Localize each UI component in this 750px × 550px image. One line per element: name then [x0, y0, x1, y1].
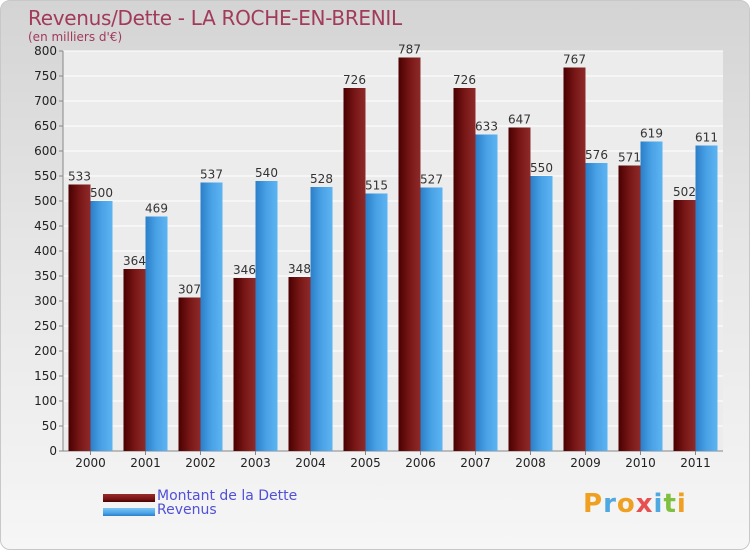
- x-tick-label: 2003: [240, 456, 271, 470]
- y-tick-label: 750: [34, 69, 57, 83]
- y-tick-label: 800: [34, 44, 57, 58]
- x-tick-label: 2004: [295, 456, 326, 470]
- data-label-dette-2008: 647: [508, 113, 531, 127]
- bar-revenus-2011: [695, 145, 718, 451]
- bar-revenus-2005: [365, 193, 388, 451]
- y-tick-label: 150: [34, 369, 57, 383]
- bar-dette-2003: [233, 278, 256, 451]
- bar-dette-2006: [398, 57, 421, 451]
- data-label-dette-2003: 346: [233, 263, 256, 277]
- data-label-revenus-2009: 576: [585, 148, 608, 162]
- y-tick-label: 350: [34, 269, 57, 283]
- data-label-dette-2004: 348: [288, 262, 311, 276]
- y-tick-label: 0: [49, 444, 57, 458]
- x-tick-label: 2005: [350, 456, 381, 470]
- x-tick-label: 2009: [570, 456, 601, 470]
- data-label-revenus-2011: 611: [695, 131, 718, 145]
- logo-letter: x: [635, 489, 654, 519]
- data-label-revenus-2008: 550: [530, 161, 553, 175]
- logo-letter: r: [603, 489, 617, 519]
- bar-dette-2011: [673, 200, 696, 451]
- data-label-revenus-2001: 469: [145, 202, 168, 216]
- bar-dette-2008: [508, 127, 531, 451]
- data-label-dette-2005: 726: [343, 73, 366, 87]
- legend-label-dette: Montant de la Dette: [157, 488, 298, 504]
- logo-letter: P: [583, 489, 604, 519]
- data-label-revenus-2006: 527: [420, 173, 443, 187]
- y-tick-label: 500: [34, 194, 57, 208]
- data-label-dette-2011: 502: [673, 185, 696, 199]
- legend-swatch-dette: [103, 494, 155, 502]
- data-label-dette-2000: 533: [68, 170, 91, 184]
- x-tick-label: 2006: [405, 456, 436, 470]
- data-label-dette-2007: 726: [453, 73, 476, 87]
- y-tick-label: 650: [34, 119, 57, 133]
- y-tick-label: 100: [34, 394, 57, 408]
- bar-revenus-2009: [585, 163, 608, 451]
- x-tick-label: 2000: [75, 456, 106, 470]
- data-label-dette-2001: 364: [123, 254, 146, 268]
- y-tick-label: 600: [34, 144, 57, 158]
- legend-label-revenus: Revenus: [157, 502, 217, 518]
- chart-title: Revenus/Dette - LA ROCHE-EN-BRENIL: [28, 6, 402, 30]
- y-tick-label: 200: [34, 344, 57, 358]
- y-tick-label: 250: [34, 319, 57, 333]
- bar-dette-2000: [68, 184, 91, 451]
- bar-dette-2002: [178, 297, 201, 451]
- data-label-dette-2002: 307: [178, 283, 201, 297]
- bar-dette-2005: [343, 88, 366, 451]
- data-label-revenus-2000: 500: [90, 186, 113, 200]
- y-tick-label: 450: [34, 219, 57, 233]
- x-tick-label: 2011: [680, 456, 711, 470]
- bar-dette-2009: [563, 67, 586, 451]
- y-tick-label: 300: [34, 294, 57, 308]
- x-tick-label: 2010: [625, 456, 656, 470]
- x-tick-label: 2007: [460, 456, 491, 470]
- data-label-revenus-2002: 537: [200, 168, 223, 182]
- logo-letter: o: [616, 489, 636, 519]
- data-label-revenus-2010: 619: [640, 127, 663, 141]
- data-label-dette-2009: 767: [563, 53, 586, 67]
- bar-revenus-2004: [310, 187, 333, 451]
- y-tick-label: 400: [34, 244, 57, 258]
- bar-dette-2007: [453, 88, 476, 451]
- logo-letter: t: [663, 489, 677, 519]
- bar-revenus-2008: [530, 176, 553, 451]
- bar-revenus-2006: [420, 187, 443, 451]
- bar-dette-2004: [288, 277, 311, 451]
- x-tick-label: 2008: [515, 456, 546, 470]
- x-tick-label: 2002: [185, 456, 216, 470]
- data-label-dette-2006: 787: [398, 43, 421, 57]
- bar-revenus-2002: [200, 182, 223, 451]
- bar-dette-2001: [123, 269, 146, 451]
- bar-revenus-2010: [640, 141, 663, 451]
- bar-revenus-2007: [475, 134, 498, 451]
- bar-revenus-2001: [145, 216, 168, 451]
- bar-dette-2010: [618, 165, 641, 451]
- data-label-revenus-2007: 633: [475, 120, 498, 134]
- data-label-revenus-2005: 515: [365, 179, 388, 193]
- x-tick-label: 2001: [130, 456, 161, 470]
- bar-revenus-2000: [90, 201, 113, 451]
- chart-subtitle: (en milliers d'€): [28, 30, 123, 44]
- y-tick-label: 550: [34, 169, 57, 183]
- proxiti-logo: Proxiti: [583, 489, 687, 519]
- logo-letter: i: [676, 489, 687, 519]
- y-tick-label: 700: [34, 94, 57, 108]
- bar-revenus-2003: [255, 181, 278, 451]
- data-label-revenus-2003: 540: [255, 166, 278, 180]
- data-label-dette-2010: 571: [618, 151, 641, 165]
- data-label-revenus-2004: 528: [310, 172, 333, 186]
- logo-letter: i: [653, 489, 664, 519]
- y-tick-label: 50: [42, 419, 57, 433]
- legend-swatch-revenus: [103, 508, 155, 516]
